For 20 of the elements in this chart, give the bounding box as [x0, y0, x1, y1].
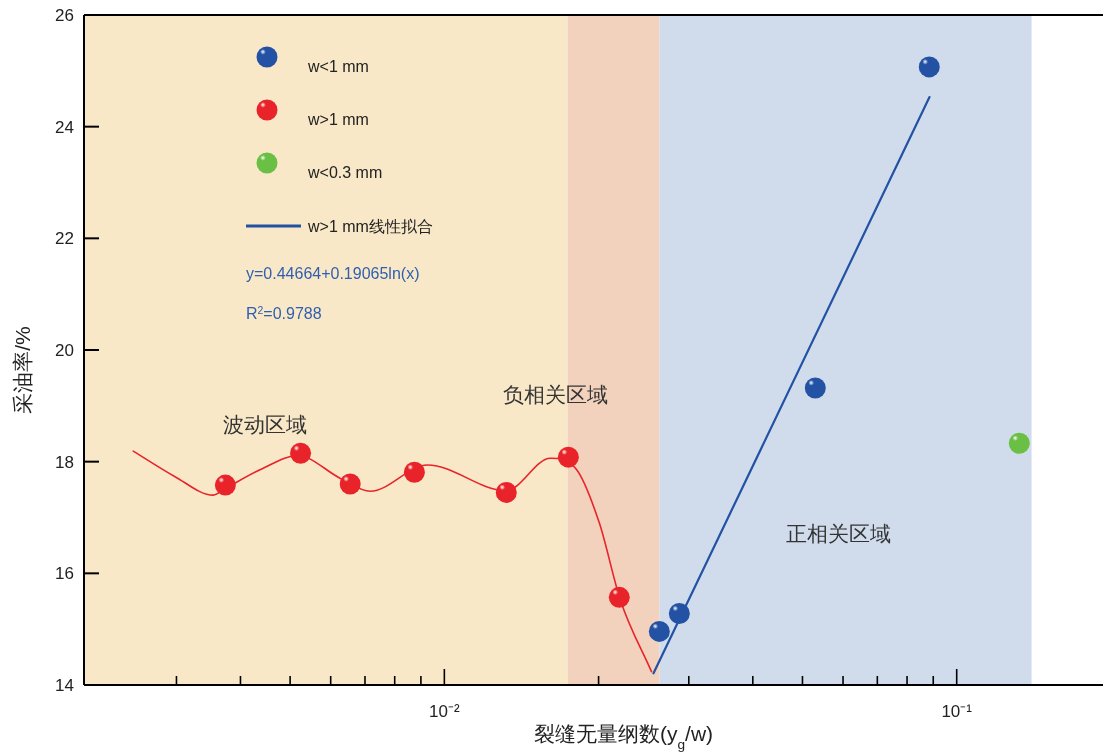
x-axis-title: 裂缝无量纲数(y$_{g}$/w)	[533, 722, 714, 752]
y-tick-label: 16	[55, 564, 74, 584]
x-tick-label: 10⁻¹	[941, 702, 973, 721]
legend-label: w>1 mm线性拟合	[307, 218, 433, 235]
annotation: R$^{2}$=0.9788	[246, 304, 322, 322]
y-tick-label: 24	[55, 117, 74, 137]
x-tick-label: 10⁻²	[429, 702, 460, 721]
y-tick-label: 18	[55, 452, 74, 472]
y-tick-label: 14	[55, 676, 74, 695]
annotation: y=0.44664+0.19065ln(x)	[246, 265, 420, 282]
legend-label: w<0.3 mm	[307, 164, 383, 181]
band-label: 负相关区域	[502, 383, 608, 406]
legend-label: w<1 mm	[307, 58, 369, 75]
y-tick-label: 26	[55, 6, 74, 25]
y-tick-label: 20	[55, 341, 74, 360]
band-label: 波动区域	[223, 413, 307, 436]
band-label: 正相关区域	[785, 522, 891, 545]
y-tick-label: 22	[55, 229, 74, 249]
legend-label: w>1 mm	[307, 111, 369, 128]
y-axis-title: 采油率/%	[11, 326, 34, 414]
